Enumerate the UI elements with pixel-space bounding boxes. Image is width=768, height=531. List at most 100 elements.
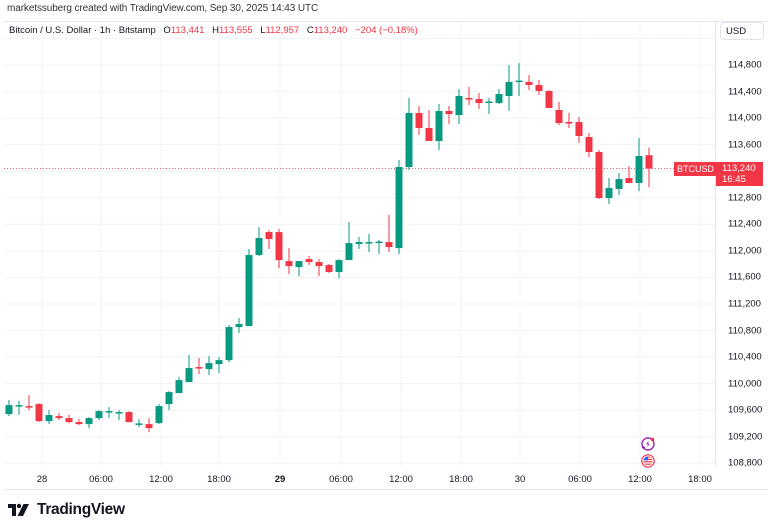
last-price-label: 113,240 16:45: [716, 161, 763, 186]
candle: [505, 65, 513, 111]
candle: [265, 230, 273, 250]
tradingview-logo-icon: [8, 503, 29, 516]
candle: [145, 418, 153, 433]
currency-button[interactable]: USD: [720, 22, 764, 40]
us-economic-event-icon[interactable]: [641, 454, 655, 468]
high-label: H: [212, 25, 219, 36]
time-tick-label: 30: [514, 474, 526, 485]
time-tick-label: 12:00: [628, 474, 652, 485]
open-label: O: [163, 25, 171, 36]
candle: [445, 106, 453, 125]
time-tick-label: 28: [36, 474, 48, 485]
candle: [295, 261, 303, 277]
tradingview-wordmark: TradingView: [37, 501, 125, 518]
symbol-title[interactable]: Bitcoin / U.S. Dollar · 1h · Bitstamp: [9, 25, 156, 36]
price-tick-label: 109,200: [728, 431, 763, 443]
candle: [515, 63, 523, 96]
price-tick-label: 112,800: [728, 192, 762, 204]
candle: [485, 97, 493, 114]
price-tick-label: 114,000: [728, 112, 762, 124]
candle: [555, 102, 563, 126]
price-tick-label: 112,000: [728, 245, 762, 257]
candle: [305, 256, 313, 266]
price-tick-label: 111,600: [728, 271, 761, 283]
candle: [225, 325, 233, 363]
candle: [285, 248, 293, 275]
candle: [165, 391, 173, 411]
candle: [75, 419, 83, 426]
candle: [405, 97, 413, 171]
candle: [85, 417, 93, 429]
candle: [155, 404, 163, 425]
price-tick-label: 114,800: [728, 59, 762, 71]
candle: [275, 229, 283, 269]
attribution-text: marketssuberg created with TradingView.c…: [7, 3, 319, 14]
change-value: −204 (−0.18%): [354, 25, 418, 36]
chart-plot-area[interactable]: [4, 22, 715, 466]
time-tick-label: 29: [274, 474, 286, 485]
candle: [245, 249, 253, 327]
candle: [625, 166, 633, 184]
symbol-price-tag: BTCUSD: [674, 161, 718, 176]
open-value: 113,441: [170, 25, 205, 36]
candle: [525, 75, 533, 91]
candle: [545, 90, 553, 109]
dividends-event-icon[interactable]: [641, 437, 655, 451]
candle: [255, 227, 263, 257]
candle: [325, 264, 333, 274]
low-label: L: [260, 25, 266, 36]
time-axis[interactable]: 28 06:00 12:00 18:00 29 06:00 12:00 18:00 30 06:0…: [4, 466, 715, 490]
candle: [475, 93, 483, 110]
candle: [235, 318, 243, 334]
candle: [565, 112, 573, 128]
candle: [535, 80, 543, 96]
price-tick-label: 109,600: [728, 404, 763, 416]
candle: [315, 259, 323, 277]
candle: [35, 403, 43, 423]
candle: [635, 138, 643, 192]
candle: [185, 355, 193, 383]
candle: [45, 410, 53, 425]
time-tick-label: 06:00: [329, 474, 353, 485]
price-axis[interactable]: [715, 22, 768, 466]
time-tick-label: 18:00: [449, 474, 473, 485]
candle: [385, 215, 393, 253]
candle: [125, 411, 133, 423]
candle: [595, 150, 603, 200]
candle: [55, 413, 63, 421]
candle: [585, 133, 593, 157]
chart-frame: [4, 21, 768, 490]
candle: [645, 147, 653, 188]
candle: [575, 117, 583, 143]
candle: [175, 377, 183, 394]
time-tick-label: 12:00: [149, 474, 173, 485]
candle: [65, 415, 73, 424]
close-value: 113,240: [313, 25, 348, 36]
price-tick-label: 110,800: [728, 325, 762, 336]
time-tick-label: 12:00: [389, 474, 413, 485]
candle: [375, 240, 383, 255]
candle: [205, 356, 213, 376]
time-tick-label: 06:00: [89, 474, 113, 485]
price-tick-label: 110,400: [728, 351, 762, 363]
time-tick-label: 06:00: [568, 474, 592, 485]
candle: [95, 410, 103, 421]
candle: [415, 106, 423, 136]
candle: [335, 259, 343, 279]
time-tick-label: 18:00: [207, 474, 231, 485]
last-price-value: 113,240: [722, 162, 756, 174]
candle: [115, 410, 123, 421]
close-label: C: [306, 25, 314, 36]
price-tick-label: 108,800: [728, 457, 763, 469]
candlestick-chart: [4, 22, 715, 466]
price-tick-label: 113,600: [728, 139, 762, 151]
price-tick-label: 112,400: [728, 218, 762, 230]
candle: [455, 89, 463, 125]
bar-countdown: 16:45: [722, 173, 746, 185]
candle: [615, 172, 623, 196]
candle: [345, 222, 353, 261]
tradingview-logo[interactable]: TradingView: [8, 501, 125, 519]
candle: [605, 178, 613, 205]
ohlc-legend: Bitcoin / U.S. Dollar · 1h · Bitstamp O1…: [9, 25, 418, 36]
high-value: 113,555: [218, 25, 253, 36]
